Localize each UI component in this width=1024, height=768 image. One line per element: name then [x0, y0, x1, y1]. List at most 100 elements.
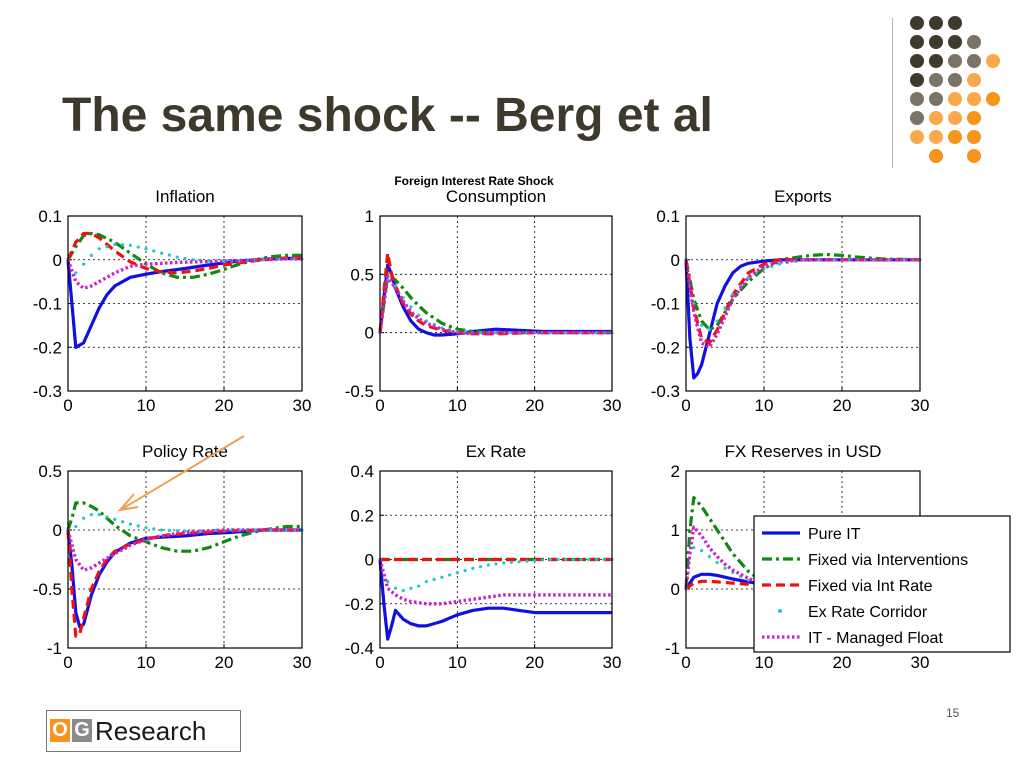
data-point	[160, 251, 164, 255]
panel-policy-rate: 0 10 20 30 0.5 0 -0.5 -1 Policy Rate	[33, 442, 312, 672]
y-tick-label: 0.4	[350, 462, 374, 481]
y-tick-label: 0	[671, 251, 680, 270]
decorative-dot	[929, 73, 943, 87]
data-point	[97, 247, 101, 251]
y-tick-label: -0.5	[33, 580, 62, 599]
data-point	[887, 258, 891, 262]
decorative-dot	[986, 92, 1000, 106]
data-point	[587, 557, 591, 562]
data-point	[222, 259, 226, 264]
data-point	[571, 557, 575, 562]
decorative-dot	[967, 73, 981, 87]
data-point	[89, 253, 93, 257]
decorative-dot	[910, 111, 924, 125]
decorative-dot	[948, 73, 962, 87]
data-point	[723, 566, 727, 570]
data-point	[74, 524, 78, 529]
legend-entry-fixed-via-interventions: Fixed via Interventions	[762, 552, 968, 569]
data-point	[121, 520, 125, 524]
data-point	[486, 563, 490, 567]
legend-entry-pure-it: Pure IT	[762, 526, 861, 543]
y-tick-label: 0	[671, 580, 680, 599]
decorative-dot	[967, 92, 981, 106]
decorative-dot	[929, 149, 943, 163]
data-point	[74, 271, 78, 275]
series-fixed-via-int-rate	[66, 231, 302, 275]
data-point	[564, 557, 568, 562]
x-tick-label: 10	[448, 653, 467, 672]
data-point	[525, 559, 529, 563]
data-point	[715, 560, 719, 565]
data-point	[417, 584, 421, 588]
data-point	[723, 306, 727, 310]
data-point	[509, 560, 514, 564]
x-tick-label: 20	[215, 396, 234, 415]
decorative-dot	[910, 130, 924, 144]
plot-frame	[379, 215, 613, 392]
data-point	[494, 562, 498, 566]
data-point	[105, 515, 109, 519]
series-pure-it	[378, 559, 612, 641]
data-point	[602, 557, 606, 562]
y-tick-label: -0.1	[651, 295, 680, 314]
x-tick-label: 0	[681, 396, 690, 415]
y-tick-label: -0.2	[345, 595, 374, 614]
legend-entry-it-managed-float: IT - Managed Float	[762, 630, 943, 647]
chart-legend: Pure IT Fixed via Interventions Fixed via …	[753, 515, 1011, 653]
slide-number: 15	[946, 706, 960, 720]
data-point	[136, 524, 140, 528]
data-point	[692, 546, 696, 550]
data-point	[700, 323, 704, 327]
legend-label: Fixed via Interventions	[808, 552, 968, 569]
decorative-dot	[948, 130, 962, 144]
data-point	[424, 580, 428, 584]
legend-label: Pure IT	[808, 526, 861, 543]
plot-frame	[379, 470, 613, 649]
x-tick-label: 30	[603, 653, 622, 672]
data-point	[594, 557, 599, 562]
series-fixed-via-interventions	[378, 272, 612, 335]
x-tick-label: 0	[375, 396, 384, 415]
decorative-dot	[967, 111, 981, 125]
data-point	[152, 249, 156, 253]
data-point	[269, 528, 273, 532]
data-point	[715, 319, 719, 323]
decorative-dot	[929, 35, 943, 49]
y-tick-label: -0.2	[33, 338, 62, 357]
x-tick-label: 20	[833, 653, 852, 672]
annotation-arrow-head	[117, 493, 139, 512]
series-pure-it	[66, 528, 302, 629]
y-tick-label: 1	[671, 521, 680, 540]
y-tick-label: 1	[365, 207, 374, 226]
data-point	[478, 331, 483, 335]
panel-title: Consumption	[446, 187, 546, 206]
data-point	[393, 586, 398, 590]
data-point	[113, 242, 117, 247]
data-point	[82, 516, 86, 520]
decorative-dot	[948, 111, 962, 125]
decorative-dot	[967, 54, 981, 68]
decorative-dot	[929, 130, 943, 144]
decorative-dot	[986, 54, 1000, 68]
data-point	[144, 526, 148, 530]
data-point	[89, 513, 93, 517]
series-pure-it	[378, 263, 612, 337]
data-point	[707, 328, 712, 332]
y-tick-label: -1	[47, 639, 62, 658]
data-point	[175, 255, 179, 259]
panel-title: Policy Rate	[142, 442, 228, 461]
data-point	[136, 245, 140, 249]
y-tick-label: 0.5	[350, 265, 374, 284]
decorative-dot	[967, 35, 981, 49]
series-fixed-via-int-rate	[378, 251, 612, 336]
y-tick-label: -0.4	[345, 639, 374, 658]
x-tick-label: 10	[137, 653, 156, 672]
plot-frame	[67, 215, 303, 392]
x-tick-label: 30	[293, 653, 312, 672]
x-tick-label: 0	[63, 396, 72, 415]
data-point	[183, 256, 187, 261]
data-point	[817, 258, 821, 262]
decorative-dot	[910, 54, 924, 68]
data-point	[206, 259, 210, 263]
x-tick-label: 0	[63, 653, 72, 672]
